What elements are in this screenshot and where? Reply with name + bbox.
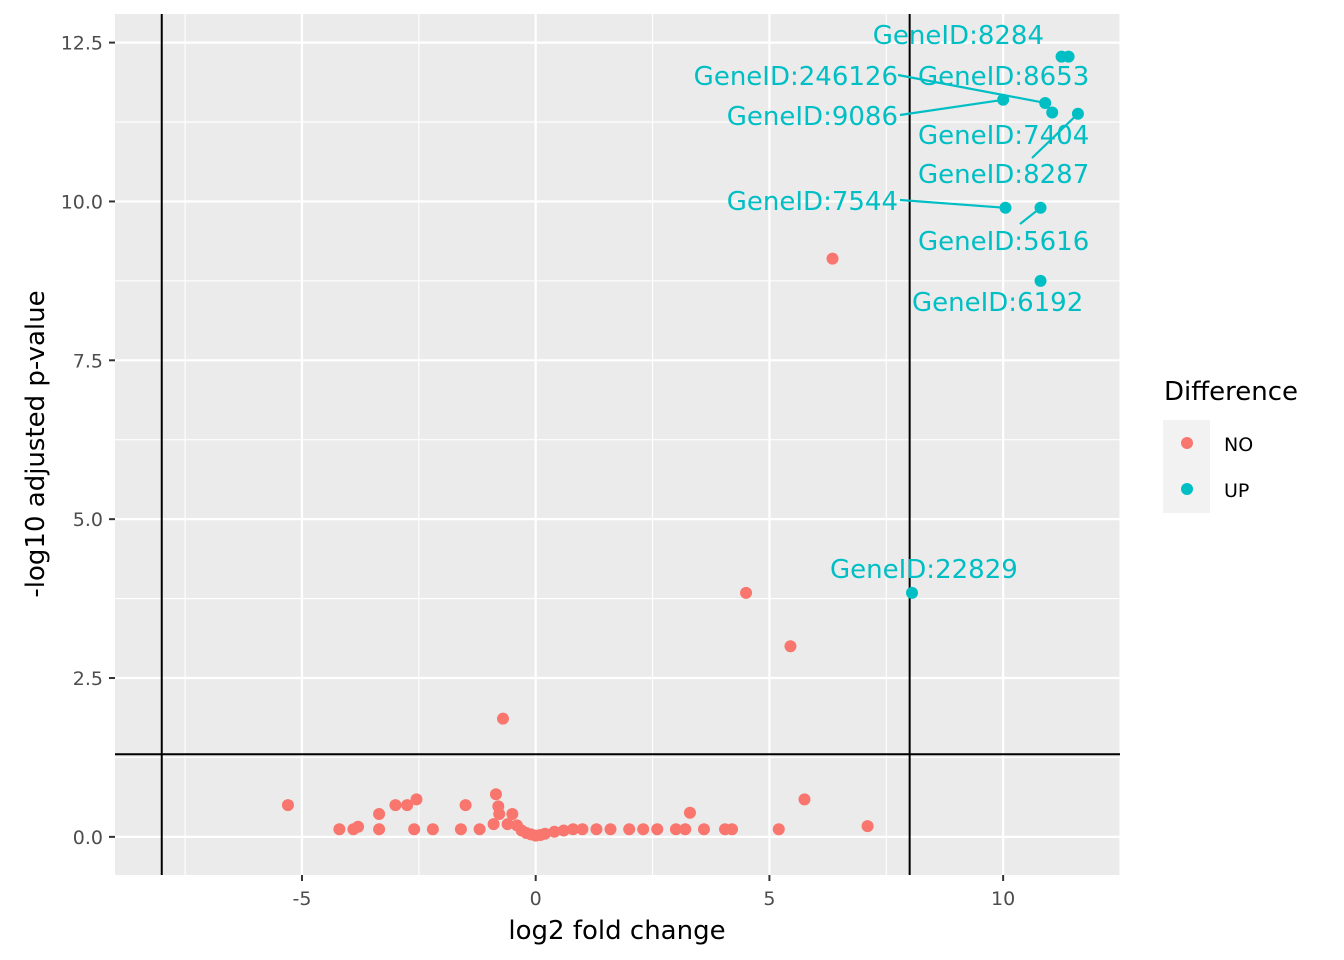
data-point bbox=[905, 586, 918, 599]
gene-label: GeneID:7544 bbox=[727, 187, 898, 217]
data-point bbox=[496, 712, 509, 725]
data-point bbox=[826, 252, 839, 265]
annotation-leader-line bbox=[897, 73, 1046, 105]
data-point bbox=[784, 640, 797, 653]
legend-label-no: NO bbox=[1224, 434, 1253, 456]
annotation-leader-line bbox=[1031, 112, 1079, 159]
data-point bbox=[548, 825, 561, 838]
legend-label-up: UP bbox=[1224, 480, 1249, 502]
data-point bbox=[861, 820, 874, 833]
gene-label: GeneID:6192 bbox=[912, 288, 1083, 318]
data-point bbox=[408, 823, 421, 836]
x-tick-label: 0 bbox=[530, 888, 542, 910]
data-point bbox=[501, 818, 514, 831]
annotation-leader-line bbox=[1019, 206, 1042, 225]
annotation-leader-line bbox=[899, 98, 1004, 117]
data-point bbox=[1062, 50, 1075, 63]
legend-key-up bbox=[1181, 483, 1193, 495]
data-point bbox=[740, 586, 753, 599]
data-point bbox=[389, 799, 402, 812]
x-axis-title: log2 fold change bbox=[508, 916, 725, 946]
data-point bbox=[454, 823, 467, 836]
y-axis-title: -log10 adjusted p-value bbox=[21, 290, 51, 597]
data-point bbox=[281, 799, 294, 812]
data-point bbox=[726, 823, 739, 836]
data-point bbox=[401, 799, 414, 812]
annotation-leader-line bbox=[899, 198, 1006, 209]
data-point bbox=[679, 823, 692, 836]
gene-label: GeneID:22829 bbox=[830, 555, 1018, 585]
data-point bbox=[487, 818, 500, 831]
data-point bbox=[567, 823, 580, 836]
data-point bbox=[798, 793, 811, 806]
data-point bbox=[623, 823, 636, 836]
y-tick-label: 7.5 bbox=[73, 350, 103, 372]
y-tick-label: 2.5 bbox=[73, 668, 103, 690]
series-no bbox=[281, 252, 874, 842]
data-point bbox=[493, 807, 506, 820]
y-axis: 0.0 2.5 5.0 7.5 10.0 12.5 bbox=[61, 33, 115, 849]
x-axis: -5 0 5 10 bbox=[293, 875, 1015, 910]
y-tick-label: 12.5 bbox=[61, 33, 103, 55]
gene-label: GeneID:9086 bbox=[727, 102, 898, 132]
data-point bbox=[426, 823, 439, 836]
data-point bbox=[683, 806, 696, 819]
data-point bbox=[410, 793, 423, 806]
x-tick-label: -5 bbox=[293, 888, 312, 910]
gene-label: GeneID:8653 bbox=[918, 62, 1089, 92]
data-point bbox=[772, 823, 785, 836]
data-point bbox=[669, 823, 682, 836]
data-point bbox=[539, 827, 552, 840]
legend-key-no bbox=[1181, 437, 1193, 449]
gene-label: GeneID:8287 bbox=[918, 160, 1089, 190]
panel-background bbox=[115, 14, 1120, 875]
data-point bbox=[489, 788, 502, 801]
data-point bbox=[373, 807, 386, 820]
data-point bbox=[651, 823, 664, 836]
x-tick-label: 10 bbox=[991, 888, 1015, 910]
data-point bbox=[352, 820, 365, 833]
data-point bbox=[637, 823, 650, 836]
legend-title: Difference bbox=[1164, 377, 1298, 407]
gene-label: GeneID:246126 bbox=[694, 62, 898, 92]
gene-label: GeneID:7404 bbox=[918, 121, 1089, 151]
legend: Difference NO UP bbox=[1163, 377, 1298, 513]
data-point bbox=[1034, 274, 1047, 287]
gene-label: GeneID:8284 bbox=[873, 21, 1044, 51]
data-point bbox=[506, 807, 519, 820]
plot-panel: GeneID:8284 GeneID:246126 GeneID:8653 GeneI… bbox=[115, 14, 1121, 875]
legend-key-background bbox=[1163, 420, 1210, 513]
data-point bbox=[459, 799, 472, 812]
x-tick-label: 5 bbox=[763, 888, 775, 910]
data-point bbox=[576, 823, 589, 836]
gene-label: GeneID:5616 bbox=[918, 227, 1089, 257]
data-point bbox=[1046, 106, 1059, 119]
y-tick-label: 0.0 bbox=[73, 827, 103, 849]
data-point bbox=[373, 823, 386, 836]
data-point bbox=[697, 823, 710, 836]
gene-annotations: GeneID:8284 GeneID:246126 GeneID:8653 GeneI… bbox=[694, 21, 1090, 585]
data-point bbox=[333, 823, 346, 836]
data-point bbox=[590, 823, 603, 836]
data-point bbox=[557, 824, 570, 837]
data-point bbox=[473, 823, 486, 836]
data-point bbox=[604, 823, 617, 836]
y-tick-label: 5.0 bbox=[73, 509, 103, 531]
y-tick-label: 10.0 bbox=[61, 191, 103, 213]
